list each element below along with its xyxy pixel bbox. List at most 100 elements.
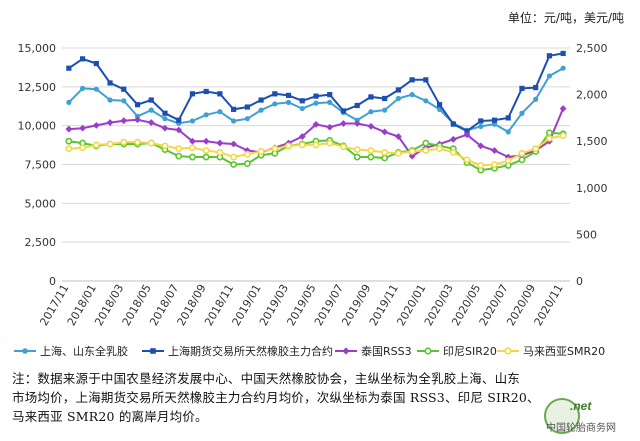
data-point <box>257 148 265 155</box>
y-right-tick-label: 2,000 <box>576 89 608 102</box>
data-point <box>134 113 141 119</box>
y-left-tick-label: 15,000 <box>18 42 57 55</box>
data-point <box>546 129 553 137</box>
y-right-tick-label: 500 <box>576 228 597 241</box>
data-point <box>147 139 155 147</box>
footnote-line-1: 注：数据来源于中国农垦经济发展中心、中国天然橡胶协会，主纵坐标为全乳胶上海、山东 <box>12 371 521 386</box>
watermark-logo-icon <box>544 398 580 434</box>
data-point <box>436 102 443 108</box>
data-point <box>121 86 127 92</box>
y-right-tick-label: 1,500 <box>576 135 608 148</box>
data-point <box>491 117 498 123</box>
data-point <box>436 145 443 153</box>
data-point <box>189 118 196 124</box>
y-left-tick-label: 12,500 <box>18 81 57 94</box>
data-point <box>381 148 389 156</box>
data-point <box>340 108 347 114</box>
data-point <box>134 138 141 146</box>
data-point <box>423 98 429 104</box>
data-point <box>394 149 402 157</box>
data-point <box>533 96 539 102</box>
data-point <box>353 120 361 127</box>
data-point <box>175 152 183 160</box>
data-point <box>491 147 498 154</box>
data-point <box>148 107 154 113</box>
data-point <box>79 56 86 62</box>
data-point <box>560 65 566 71</box>
data-point <box>449 148 457 156</box>
data-point <box>189 91 196 97</box>
data-point <box>353 153 361 161</box>
y-left-tick-label: 10,000 <box>18 120 57 133</box>
x-axis: 2017/112018/012018/032018/052018/072018/… <box>37 280 570 328</box>
data-point <box>120 138 128 146</box>
legend-marker <box>22 348 28 354</box>
data-point <box>382 107 388 113</box>
series-5 <box>65 132 567 169</box>
data-point <box>533 85 539 91</box>
data-point <box>299 105 305 112</box>
data-point <box>477 142 485 150</box>
data-point <box>449 135 457 143</box>
data-point <box>243 160 251 167</box>
data-point <box>230 153 238 161</box>
data-point <box>231 106 237 112</box>
data-point <box>107 80 113 86</box>
site-watermark: .net 中国轮胎商务网 <box>540 395 636 437</box>
data-point <box>120 117 128 125</box>
data-point <box>546 53 553 59</box>
data-point <box>463 156 471 164</box>
y-left-tick-label: 7,500 <box>25 159 57 172</box>
data-point <box>285 142 292 150</box>
data-point <box>422 147 430 154</box>
data-point <box>491 161 498 168</box>
data-point <box>423 77 429 83</box>
chart: 单位：元/吨，美元/吨 0 2,500 5,000 7,500 10,000 12,500… <box>14 10 624 358</box>
data-point <box>189 153 196 161</box>
data-point <box>327 99 333 105</box>
data-point <box>121 98 127 104</box>
data-point <box>272 101 278 107</box>
data-point <box>161 142 169 150</box>
legend-marker <box>342 347 350 355</box>
data-point <box>546 73 553 79</box>
data-point <box>175 145 183 153</box>
series-4 <box>65 129 567 174</box>
legend-label: 上海期货交易所天然橡胶主力合约 <box>168 344 333 358</box>
data-point <box>368 109 374 115</box>
data-point <box>560 50 566 57</box>
data-point <box>176 117 182 123</box>
data-point <box>409 92 415 98</box>
data-point <box>298 133 306 140</box>
data-point <box>313 100 319 106</box>
unit-label: 单位：元/吨，美元/吨 <box>508 10 624 25</box>
data-point <box>353 146 361 153</box>
data-point <box>326 139 334 147</box>
legend-item: 上海期货交易所天然橡胶主力合约 <box>142 344 333 358</box>
data-point <box>65 137 73 145</box>
data-point <box>327 92 333 98</box>
legend-item: 泰国RSS3 <box>335 344 412 358</box>
series-1 <box>66 65 566 135</box>
data-point <box>478 123 484 130</box>
data-point <box>505 115 511 121</box>
data-point <box>463 131 471 139</box>
legend-marker <box>150 348 156 354</box>
legend-item: 上海、山东全乳胶 <box>14 344 128 358</box>
data-point <box>504 157 512 165</box>
data-point <box>134 116 141 124</box>
data-point <box>202 147 210 154</box>
legend-item: 印尼SIR20 <box>417 345 497 358</box>
y-right-tick-label: 1,000 <box>576 182 608 195</box>
legend-marker <box>504 347 512 355</box>
data-point <box>92 121 100 129</box>
data-point <box>559 105 567 112</box>
y-left-tick-label: 0 <box>49 275 56 288</box>
data-point <box>340 120 347 127</box>
data-point <box>354 102 360 109</box>
data-point <box>216 139 224 147</box>
data-point <box>202 137 210 145</box>
legend-label: 泰国RSS3 <box>361 344 412 358</box>
data-point <box>66 65 72 71</box>
data-point <box>381 154 389 162</box>
